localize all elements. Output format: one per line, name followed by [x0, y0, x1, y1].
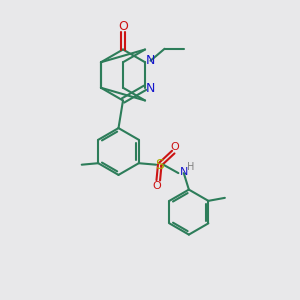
Text: O: O	[118, 20, 128, 33]
Text: H: H	[187, 161, 195, 172]
Text: N: N	[146, 54, 155, 67]
Text: N: N	[180, 167, 188, 177]
Text: N: N	[146, 82, 155, 95]
Text: O: O	[152, 181, 161, 191]
Text: S: S	[155, 158, 164, 172]
Text: O: O	[171, 142, 179, 152]
